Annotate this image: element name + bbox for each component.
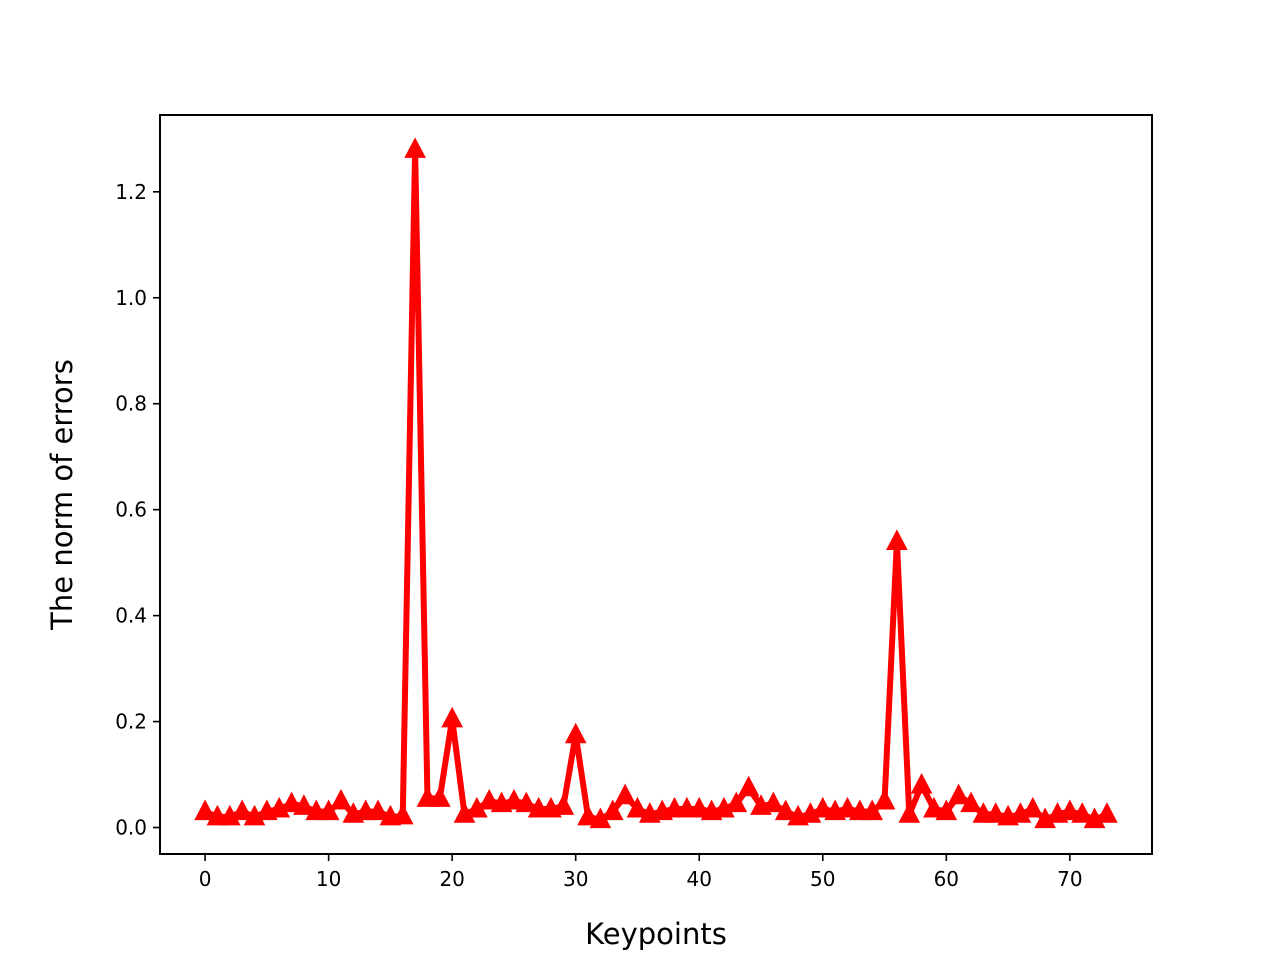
data-point-marker <box>441 706 463 728</box>
data-point-marker <box>737 775 760 797</box>
data-point-marker <box>1021 796 1044 818</box>
x-tick-label: 70 <box>1057 867 1082 891</box>
x-tick-label: 40 <box>687 867 712 891</box>
y-axis-ticks: 0.0 0.2 0.4 0.6 0.8 1.0 1.2 <box>115 180 160 840</box>
data-point-marker <box>923 796 945 818</box>
y-tick-label: 1.0 <box>115 286 147 310</box>
data-point-marker <box>811 796 834 818</box>
data-point-marker <box>330 788 352 810</box>
x-axis-ticks: 0 10 20 30 40 50 60 70 <box>199 854 1083 891</box>
data-point-marker <box>552 794 575 815</box>
data-point-marker <box>194 799 216 821</box>
data-point-marker <box>898 802 921 823</box>
data-point-marker <box>886 529 908 550</box>
data-point-marker <box>614 783 636 805</box>
data-point-marker <box>564 722 587 744</box>
x-tick-label: 50 <box>810 867 835 891</box>
data-point-marker <box>317 799 340 821</box>
axes-frame <box>159 114 1153 855</box>
x-tick-label: 10 <box>316 867 341 891</box>
y-tick-label: 0.0 <box>115 816 147 840</box>
y-tick-label: 0.4 <box>115 604 147 628</box>
data-point-marker <box>503 788 525 810</box>
data-point-marker <box>774 799 797 821</box>
data-point-marker <box>231 799 253 821</box>
y-tick-label: 0.2 <box>115 710 147 734</box>
data-point-marker <box>1096 802 1118 823</box>
data-point-marker <box>725 791 748 813</box>
y-tick-label: 0.8 <box>115 392 147 416</box>
data-point-marker <box>984 802 1007 823</box>
data-point-marker <box>935 799 958 821</box>
series-layer <box>194 137 1118 829</box>
x-tick-label: 60 <box>934 867 959 891</box>
y-tick-label: 1.2 <box>115 180 147 204</box>
data-point-marker <box>1071 802 1094 823</box>
data-point-marker <box>293 794 315 815</box>
data-point-marker <box>601 799 624 821</box>
data-point-marker <box>762 791 785 813</box>
data-point-marker <box>280 791 303 813</box>
data-point-marker <box>947 783 970 805</box>
data-point-marker <box>391 803 414 825</box>
y-tick-label: 0.6 <box>115 498 147 522</box>
data-point-marker <box>626 796 649 818</box>
data-point-marker <box>873 788 896 810</box>
data-point-marker <box>960 791 982 813</box>
data-point-marker <box>428 786 451 807</box>
y-axis-label: The norm of errors <box>45 359 79 631</box>
data-point-marker <box>367 799 389 821</box>
data-point-marker <box>478 788 501 810</box>
data-point-marker <box>577 804 599 826</box>
data-point-marker <box>404 137 426 158</box>
data-point-marker <box>688 796 711 818</box>
data-point-marker <box>515 791 538 813</box>
x-axis-label: Keypoints <box>585 917 727 951</box>
data-point-marker <box>836 796 859 818</box>
series-line <box>203 149 1109 824</box>
data-point-marker <box>1059 799 1081 821</box>
x-tick-label: 0 <box>199 867 212 891</box>
x-tick-label: 20 <box>439 867 464 891</box>
x-tick-label: 30 <box>563 867 588 891</box>
data-point-marker <box>910 773 933 794</box>
data-point-marker <box>861 799 884 821</box>
